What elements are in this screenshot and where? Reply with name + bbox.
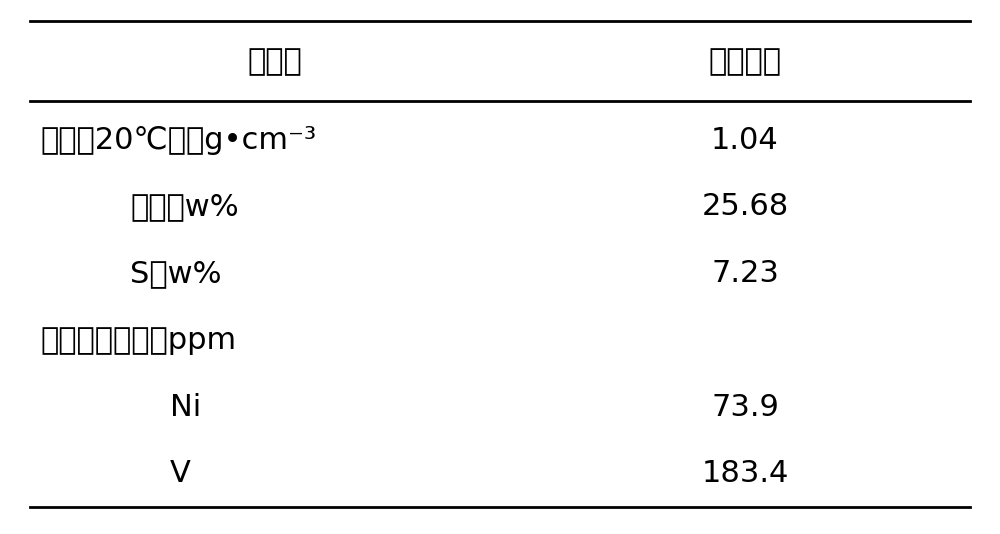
Text: 25.68: 25.68 bbox=[701, 192, 789, 222]
Text: V: V bbox=[170, 459, 191, 489]
Text: 1.04: 1.04 bbox=[711, 125, 779, 155]
Text: 原料油: 原料油 bbox=[248, 47, 302, 76]
Text: S，w%: S，w% bbox=[130, 259, 222, 288]
Text: 沙中减渣: 沙中减渣 bbox=[708, 47, 782, 76]
Text: 密度（20℃），g•cm⁻³: 密度（20℃），g•cm⁻³ bbox=[40, 125, 316, 155]
Text: Ni: Ni bbox=[170, 392, 201, 422]
Text: 残炭，w%: 残炭，w% bbox=[130, 192, 239, 222]
Text: 7.23: 7.23 bbox=[711, 259, 779, 288]
Text: 金属杂质含量，ppm: 金属杂质含量，ppm bbox=[40, 326, 236, 355]
Text: 183.4: 183.4 bbox=[701, 459, 789, 489]
Text: 73.9: 73.9 bbox=[711, 392, 779, 422]
